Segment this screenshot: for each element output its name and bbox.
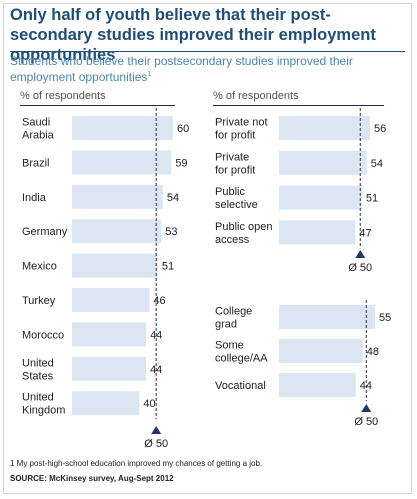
left-panel-axis-label: % of respondents — [20, 90, 106, 102]
value-label-institution-type-3: 47 — [359, 227, 371, 239]
bar-institution-type-0 — [279, 116, 370, 140]
subtitle-divider — [10, 51, 405, 52]
subtitle-footnote-marker: 1 — [147, 71, 152, 78]
bar-countries-7 — [72, 356, 147, 381]
bar-countries-3 — [72, 219, 162, 244]
value-label-institution-type-1: 54 — [371, 158, 383, 170]
category-label-countries-7: United States — [22, 357, 54, 382]
value-label-countries-8: 40 — [143, 398, 155, 410]
category-label-countries-8: United Kingdom — [22, 392, 65, 417]
chart-title: Only half of youth believe that their po… — [10, 6, 376, 64]
average-marker-icon-countries — [151, 426, 162, 434]
chart-subtitle: Students who believe their postsecondary… — [10, 54, 405, 84]
category-label-education-level-1: Some college/AA — [215, 340, 268, 365]
category-label-countries-6: Morocco — [22, 329, 64, 341]
chart-frame — [3, 3, 412, 494]
bar-countries-0 — [72, 116, 173, 140]
bar-institution-type-3 — [279, 220, 356, 245]
value-label-countries-3: 53 — [165, 226, 177, 238]
average-label-institution-type: Ø 50 — [348, 262, 372, 274]
value-label-countries-5: 46 — [153, 295, 165, 307]
left-panel-header-rule — [20, 105, 175, 106]
category-label-education-level-0: College grad — [215, 306, 252, 331]
subtitle-text: Students who believe their postsecondary… — [10, 54, 353, 84]
bar-institution-type-2 — [279, 185, 362, 210]
average-label-education-level: Ø 50 — [354, 416, 378, 428]
category-label-institution-type-3: Public open access — [215, 221, 273, 246]
bar-countries-5 — [72, 288, 150, 312]
value-label-countries-2: 54 — [167, 192, 179, 204]
category-label-countries-1: Brazil — [22, 157, 50, 169]
category-label-institution-type-2: Public selective — [215, 186, 258, 211]
bar-countries-8 — [72, 391, 140, 416]
value-label-countries-4: 51 — [162, 261, 174, 273]
value-label-countries-1: 59 — [175, 157, 187, 169]
category-label-institution-type-0: Private not for profit — [215, 117, 268, 142]
bar-education-level-2 — [279, 373, 356, 397]
category-label-countries-3: Germany — [22, 226, 68, 238]
value-label-education-level-0: 55 — [379, 312, 391, 324]
average-marker-icon-education-level — [361, 404, 372, 412]
category-label-education-level-2: Vocational — [215, 380, 266, 392]
right-panel-header-rule — [213, 105, 384, 106]
source-note: SOURCE: McKinsey survey, Aug-Sept 2012 — [10, 474, 174, 483]
value-label-institution-type-0: 56 — [374, 123, 386, 135]
bar-countries-2 — [72, 184, 163, 209]
bar-countries-4 — [72, 253, 158, 278]
category-label-countries-0: Saudi Arabia — [22, 117, 55, 142]
category-label-institution-type-1: Private for profit — [215, 151, 255, 176]
bar-education-level-0 — [279, 305, 375, 329]
category-label-countries-4: Mexico — [22, 261, 57, 273]
bar-countries-1 — [72, 150, 172, 175]
footnote: 1 My post-high-school education improved… — [10, 459, 263, 468]
category-label-countries-2: India — [22, 192, 47, 204]
bar-education-level-1 — [279, 339, 363, 363]
value-label-institution-type-2: 51 — [366, 193, 378, 205]
right-panel-axis-label: % of respondents — [213, 90, 299, 102]
bar-institution-type-1 — [279, 150, 367, 175]
average-label-countries: Ø 50 — [144, 438, 168, 450]
average-marker-icon-institution-type — [355, 250, 366, 258]
value-label-education-level-1: 48 — [367, 346, 379, 358]
value-label-countries-0: 60 — [177, 123, 189, 135]
category-label-countries-5: Turkey — [22, 295, 56, 307]
bar-countries-6 — [72, 322, 147, 347]
